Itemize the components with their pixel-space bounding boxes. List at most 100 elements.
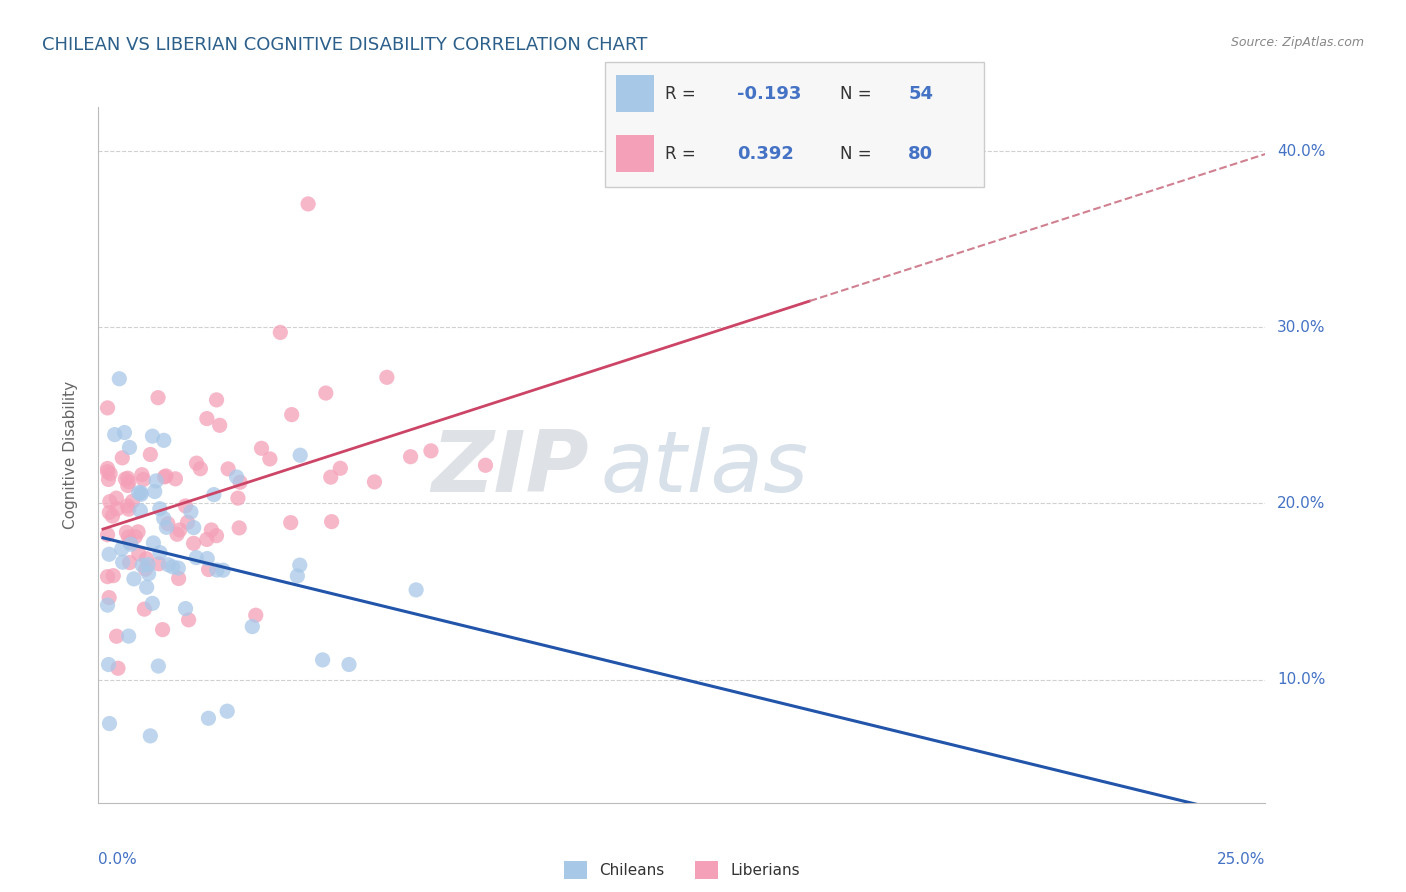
Point [167,561,190,575]
Point [103,568,125,582]
Point [153,470,176,484]
Point [205,563,228,577]
Point [105,491,128,505]
Point [315,386,337,401]
Point [148,659,170,673]
Point [152,623,174,637]
Point [183,536,205,550]
Point [111,541,134,556]
Text: 30.0%: 30.0% [1277,319,1326,334]
Point [155,469,177,483]
Point [155,520,177,534]
Point [195,533,218,547]
Point [217,704,239,718]
Point [269,326,291,340]
Point [118,535,141,549]
Text: R =: R = [665,145,702,162]
Text: 25.0%: 25.0% [1218,852,1265,866]
Point [121,494,143,508]
Point [197,711,219,725]
Point [124,530,146,544]
Point [152,434,174,448]
Point [107,661,129,675]
Text: CHILEAN VS LIBERIAN COGNITIVE DISABILITY CORRELATION CHART: CHILEAN VS LIBERIAN COGNITIVE DISABILITY… [42,36,648,54]
Point [115,525,138,540]
Point [104,427,127,442]
Point [190,461,212,475]
Point [117,478,139,492]
Point [142,536,165,550]
Point [96,401,118,415]
Text: 40.0%: 40.0% [1277,144,1326,159]
Point [98,494,121,508]
Point [141,429,163,443]
Text: N =: N = [839,145,877,162]
Text: Source: ZipAtlas.com: Source: ZipAtlas.com [1230,36,1364,49]
Point [118,441,141,455]
Text: R =: R = [665,85,702,103]
Point [162,559,184,574]
Point [131,558,153,573]
Point [96,598,118,612]
Point [180,505,202,519]
Point [111,555,134,569]
Point [118,475,141,489]
Text: 54: 54 [908,85,934,103]
Point [105,501,128,516]
Point [195,411,218,425]
Point [285,569,308,583]
Point [117,629,139,643]
Point [208,418,231,433]
Text: 10.0%: 10.0% [1277,672,1326,687]
Point [195,551,218,566]
Point [129,503,152,517]
Point [135,551,157,566]
Point [229,475,252,490]
Text: 80: 80 [908,145,934,162]
Point [98,547,121,561]
Point [259,451,281,466]
Point [186,550,208,565]
Text: ZIP: ZIP [430,427,589,510]
Point [136,558,159,572]
Text: N =: N = [839,85,877,103]
Point [97,657,120,672]
Point [117,471,139,485]
Point [149,501,172,516]
Point [197,562,219,576]
Text: atlas: atlas [600,427,808,510]
Point [280,516,302,530]
Point [240,619,263,633]
FancyBboxPatch shape [616,135,654,172]
Point [118,556,141,570]
Point [118,502,141,516]
Point [200,523,222,537]
Point [183,520,205,534]
Point [205,529,228,543]
Point [117,530,139,544]
Point [96,461,118,475]
Point [288,558,311,573]
Point [101,509,124,524]
Point [156,516,179,531]
Point [420,443,443,458]
Text: 20.0%: 20.0% [1277,496,1326,511]
Point [152,511,174,525]
Point [98,506,121,520]
Point [280,408,302,422]
Point [245,608,267,623]
Point [117,499,139,513]
Text: 0.0%: 0.0% [98,852,138,866]
Point [169,523,191,537]
Point [111,450,134,465]
Point [166,527,188,541]
Point [132,473,155,487]
Point [114,425,136,440]
Point [205,392,228,407]
Point [311,653,333,667]
Point [139,448,162,462]
Point [212,563,235,577]
Point [202,488,225,502]
Point [148,557,170,571]
Point [138,566,160,581]
